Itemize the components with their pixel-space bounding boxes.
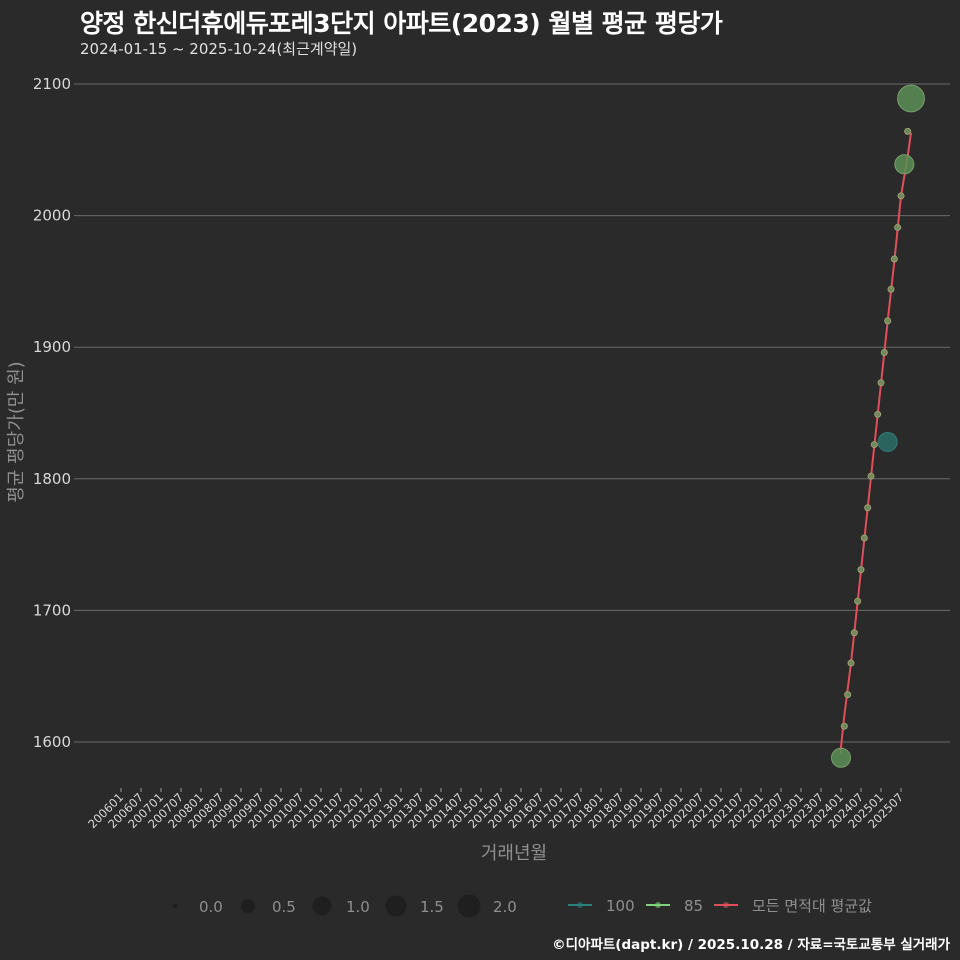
x-axis-title: 거래년월 — [481, 843, 547, 864]
point-85[interactable] — [894, 154, 915, 175]
point-85[interactable] — [831, 747, 851, 768]
point-85[interactable] — [857, 566, 865, 574]
point-85[interactable] — [877, 379, 885, 387]
point-85[interactable] — [904, 127, 912, 135]
point-85[interactable] — [850, 629, 858, 637]
y-axis-title: 평균 평당가(만 원) — [6, 361, 27, 502]
size-legend-label: 0.5 — [272, 898, 296, 916]
y-tick-label: 1600 — [33, 733, 71, 751]
legend-label: 모든 면적대 평균값 — [752, 897, 872, 915]
size-legend-circle — [457, 894, 481, 918]
point-85[interactable] — [867, 472, 875, 480]
y-tick-label: 1700 — [33, 601, 71, 619]
y-tick-label: 2000 — [33, 207, 71, 225]
size-legend-circle — [312, 896, 332, 916]
point-85[interactable] — [864, 504, 872, 512]
point-100[interactable] — [877, 431, 898, 452]
point-85[interactable] — [890, 255, 898, 263]
y-tick-label: 1900 — [33, 338, 71, 356]
legend-key-dot — [655, 902, 661, 908]
size-legend-circle — [385, 895, 407, 917]
gridlines — [78, 83, 950, 743]
legend-key-dot — [723, 902, 729, 908]
point-85[interactable] — [860, 534, 868, 542]
size-legend-circle — [172, 903, 178, 909]
footer-credit: ©디아파트(dapt.kr) / 2025.10.28 / 자료=국토교통부 실… — [552, 937, 950, 953]
point-85[interactable] — [884, 317, 892, 325]
point-85[interactable] — [847, 659, 855, 667]
point-85[interactable] — [870, 441, 878, 449]
point-85[interactable] — [894, 223, 902, 231]
size-legend-label: 0.0 — [199, 898, 223, 916]
legend-label: 100 — [606, 897, 635, 915]
legend-label: 85 — [684, 897, 703, 915]
point-85[interactable] — [854, 597, 862, 605]
plot-series — [831, 84, 925, 768]
size-legend-label: 1.5 — [420, 898, 444, 916]
point-85[interactable] — [897, 84, 925, 113]
point-85[interactable] — [897, 192, 905, 200]
size-legend: 0.0 0.5 1.0 1.5 2.0 — [172, 894, 517, 918]
chart-title: 양정 한신더휴에듀포레3단지 아파트(2023) 월별 평균 평당가 — [80, 9, 723, 38]
y-axis: 1600 1700 1800 1900 2000 2100 — [33, 75, 78, 751]
point-85[interactable] — [840, 722, 848, 730]
point-85[interactable] — [880, 348, 888, 356]
x-axis: 2006012006072007012007072008012008072009… — [85, 788, 906, 831]
size-legend-circle — [241, 899, 255, 913]
y-tick-label: 1800 — [33, 470, 71, 488]
point-85[interactable] — [844, 691, 852, 699]
size-legend-label: 2.0 — [493, 898, 517, 916]
size-legend-label: 1.0 — [346, 898, 370, 916]
y-tick-label: 2100 — [33, 75, 71, 93]
chart-subtitle: 2024-01-15 ~ 2025-10-24(최근계약일) — [80, 40, 358, 58]
point-85[interactable] — [874, 410, 882, 418]
point-85[interactable] — [887, 285, 895, 293]
legend-key-dot — [577, 902, 583, 908]
series-legend: 100 85 모든 면적대 평균값 — [568, 897, 872, 915]
